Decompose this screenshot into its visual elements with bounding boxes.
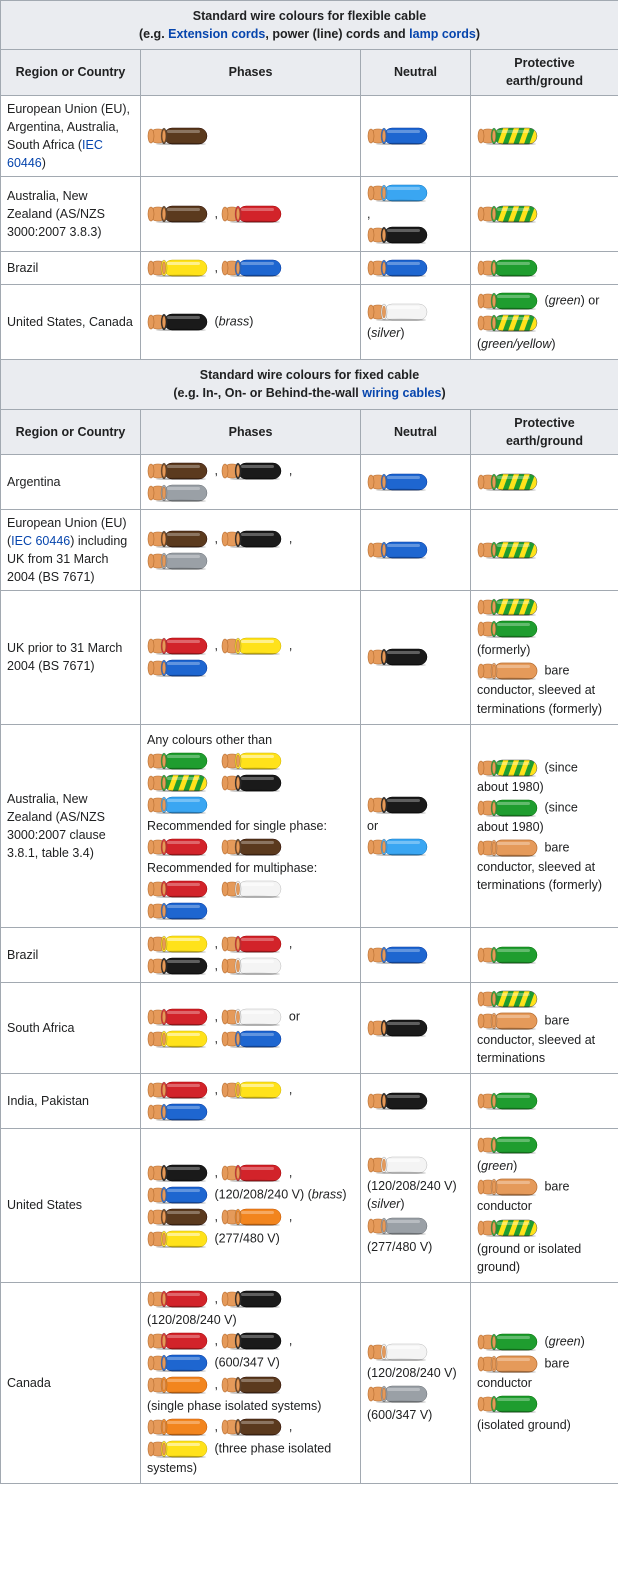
- phases-cell: ,: [141, 252, 361, 285]
- column-header: Region or Country: [1, 409, 141, 454]
- table-row: Argentina , ,: [1, 454, 618, 509]
- neutral-cell: [361, 454, 471, 509]
- region-cell: Argentina: [1, 454, 141, 509]
- column-header: Protective earth/ground: [471, 50, 618, 95]
- neutral-cell: [361, 591, 471, 724]
- earth-cell: [471, 454, 618, 509]
- earth-cell: bare conductor, sleeved at terminations: [471, 983, 618, 1074]
- link-lamp-cords[interactable]: lamp cords: [409, 27, 476, 41]
- earth-cell: (since about 1980) (since about 1980) ba…: [471, 724, 618, 927]
- table-row: Brazil , , ,: [1, 928, 618, 983]
- section-title-line1: Standard wire colours for fixed cable: [5, 366, 614, 384]
- link-extension-cords[interactable]: Extension cords: [168, 27, 265, 41]
- table-row: European Union (EU), Argentina, Australi…: [1, 95, 618, 177]
- region-cell: Australia, New Zealand (AS/NZS 3000:2007…: [1, 724, 141, 927]
- column-header: Protective earth/ground: [471, 409, 618, 454]
- column-header: Phases: [141, 409, 361, 454]
- earth-cell: [471, 928, 618, 983]
- phases-cell: , ,: [141, 591, 361, 724]
- phases-cell: , (120/208/240 V) , , (600/347 V) , (sin…: [141, 1282, 361, 1483]
- section-title-line2: (e.g. Extension cords, power (line) cord…: [5, 25, 614, 43]
- earth-cell: [471, 177, 618, 252]
- phases-cell: ,: [141, 177, 361, 252]
- table-row: Australia, New Zealand (AS/NZS 3000:2007…: [1, 177, 618, 252]
- section-title-line2: (e.g. In-, On- or Behind-the-wall wiring…: [5, 384, 614, 402]
- link-iec_60446[interactable]: IEC 60446: [11, 534, 70, 548]
- section-title-line1: Standard wire colours for flexible cable: [5, 7, 614, 25]
- neutral-cell: (silver): [361, 285, 471, 360]
- column-header: Neutral: [361, 50, 471, 95]
- earth-cell: (formerly) bare conductor, sleeved at te…: [471, 591, 618, 724]
- earth-cell: [471, 509, 618, 591]
- table-row: India, Pakistan , ,: [1, 1074, 618, 1129]
- region-cell: Brazil: [1, 252, 141, 285]
- table-row: European Union (EU) (IEC 60446) includin…: [1, 509, 618, 591]
- table-row: Canada , (120/208/240 V) , , (600/347 V)…: [1, 1282, 618, 1483]
- phases-cell: , or ,: [141, 983, 361, 1074]
- phases-cell: , , ,: [141, 928, 361, 983]
- region-cell: India, Pakistan: [1, 1074, 141, 1129]
- section-title: Standard wire colours for fixed cable(e.…: [1, 360, 618, 409]
- table-row: Brazil ,: [1, 252, 618, 285]
- earth-cell: (green) bare conductor (ground or isolat…: [471, 1129, 618, 1283]
- region-cell: Brazil: [1, 928, 141, 983]
- phases-cell: , ,: [141, 509, 361, 591]
- neutral-cell: [361, 928, 471, 983]
- region-cell: European Union (EU) (IEC 60446) includin…: [1, 509, 141, 591]
- phases-cell: Any colours other than Recommended for s…: [141, 724, 361, 927]
- table-row: Australia, New Zealand (AS/NZS 3000:2007…: [1, 724, 618, 927]
- neutral-cell: [361, 95, 471, 177]
- phases-cell: , , (120/208/240 V) (brass) , , (277/480…: [141, 1129, 361, 1283]
- neutral-cell: [361, 1074, 471, 1129]
- table-row: South Africa , or , bare conductor, slee…: [1, 983, 618, 1074]
- link-iec_60446[interactable]: IEC 60446: [7, 138, 103, 170]
- neutral-cell: [361, 252, 471, 285]
- neutral-cell: [361, 509, 471, 591]
- region-cell: Australia, New Zealand (AS/NZS 3000:2007…: [1, 177, 141, 252]
- neutral-cell: [361, 983, 471, 1074]
- earth-cell: [471, 95, 618, 177]
- wire-colours-table: Standard wire colours for flexible cable…: [0, 0, 618, 1484]
- region-cell: South Africa: [1, 983, 141, 1074]
- neutral-cell: or: [361, 724, 471, 927]
- section-title: Standard wire colours for flexible cable…: [1, 1, 618, 50]
- region-cell: UK prior to 31 March 2004 (BS 7671): [1, 591, 141, 724]
- earth-cell: (green) bare conductor(isolated ground): [471, 1282, 618, 1483]
- phases-cell: (brass): [141, 285, 361, 360]
- earth-cell: (green) or (green/yellow): [471, 285, 618, 360]
- neutral-cell: (120/208/240 V)(600/347 V): [361, 1282, 471, 1483]
- neutral-cell: ,: [361, 177, 471, 252]
- table-row: United States, Canada (brass)(silver) (g…: [1, 285, 618, 360]
- region-cell: United States: [1, 1129, 141, 1283]
- region-cell: European Union (EU), Argentina, Australi…: [1, 95, 141, 177]
- column-header: Region or Country: [1, 50, 141, 95]
- earth-cell: [471, 252, 618, 285]
- column-header: Neutral: [361, 409, 471, 454]
- region-cell: Canada: [1, 1282, 141, 1483]
- column-header: Phases: [141, 50, 361, 95]
- earth-cell: [471, 1074, 618, 1129]
- phases-cell: [141, 95, 361, 177]
- table-row: United States , , (120/208/240 V) (brass…: [1, 1129, 618, 1283]
- link-wiring-cables[interactable]: wiring cables: [362, 386, 441, 400]
- neutral-cell: (120/208/240 V) (silver)(277/480 V): [361, 1129, 471, 1283]
- table-row: UK prior to 31 March 2004 (BS 7671) , , …: [1, 591, 618, 724]
- phases-cell: , ,: [141, 454, 361, 509]
- region-cell: United States, Canada: [1, 285, 141, 360]
- phases-cell: , ,: [141, 1074, 361, 1129]
